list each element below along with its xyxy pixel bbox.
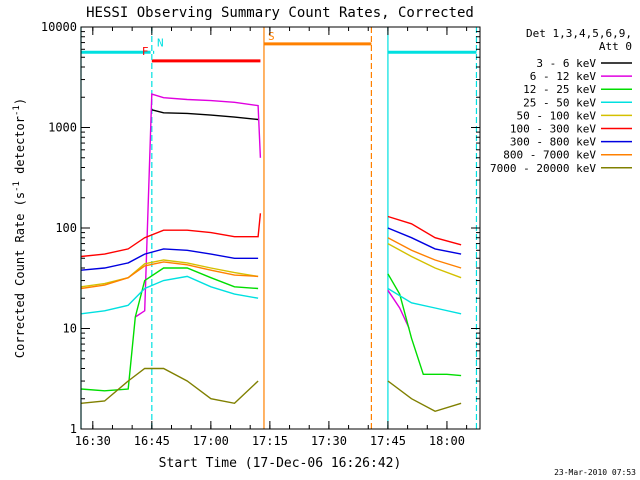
y-tick-label: 10000 bbox=[41, 20, 77, 34]
series-line-6-1 bbox=[387, 227, 462, 255]
legend-header-line1: Det 1,3,4,5,6,9, bbox=[526, 27, 632, 40]
series-line-1-0 bbox=[134, 93, 262, 318]
flag-label: F bbox=[142, 45, 149, 58]
x-tick-label: 17:00 bbox=[193, 434, 229, 448]
x-axis-label: Start Time (17-Dec-06 16:26:42) bbox=[159, 456, 402, 471]
flag-layer: NF S bbox=[81, 30, 477, 63]
axis-layer: 16:30 16:45 17:00 17:15 17:30 17:45 18:00 1 10 10… bbox=[41, 20, 480, 448]
legend-label: 300 - 800 keV bbox=[510, 136, 596, 149]
series-line-7-1 bbox=[387, 237, 462, 269]
y-axis-label-sup: -1 bbox=[12, 181, 22, 192]
plot-frame bbox=[80, 26, 481, 430]
series-line-4-0 bbox=[80, 259, 259, 288]
y-axis-label-close: ) bbox=[13, 98, 27, 105]
legend-label: 25 - 50 keV bbox=[523, 96, 596, 109]
x-tick-label: 17:30 bbox=[311, 434, 347, 448]
series-line-4-1 bbox=[387, 242, 462, 279]
series-line-2-1 bbox=[387, 273, 462, 377]
legend-label: 6 - 12 keV bbox=[530, 70, 597, 83]
legend-label: 12 - 25 keV bbox=[523, 83, 596, 96]
y-axis-label-tail: detector bbox=[13, 116, 27, 181]
y-tick-label: 1000 bbox=[48, 121, 77, 135]
legend-header-line2: Att 0 bbox=[599, 40, 632, 53]
x-tick-label: 17:15 bbox=[252, 434, 288, 448]
y-tick-label: 10 bbox=[63, 322, 77, 336]
series-line-3-1 bbox=[387, 287, 462, 315]
y-tick-label: 100 bbox=[55, 221, 77, 235]
series-line-7-0 bbox=[80, 261, 259, 290]
y-tick-label: 1 bbox=[70, 422, 77, 436]
footer-timestamp: 23-Mar-2010 07:53 bbox=[554, 468, 636, 477]
y-axis-label-sup-2: -1 bbox=[12, 105, 22, 116]
series-layer bbox=[80, 93, 462, 413]
legend-label: 7000 - 20000 keV bbox=[490, 162, 596, 175]
series-line-3-0 bbox=[80, 275, 259, 315]
chart-title: HESSI Observing Summary Count Rates, Cor… bbox=[86, 5, 474, 21]
legend-label: 100 - 300 keV bbox=[510, 123, 596, 136]
series-line-6-0 bbox=[80, 248, 259, 271]
series-line-5-1 bbox=[387, 215, 462, 246]
legend-label: 50 - 100 keV bbox=[517, 109, 597, 122]
x-tick-label: 18:00 bbox=[429, 434, 465, 448]
x-tick-label: 16:45 bbox=[134, 434, 170, 448]
series-line-8-0 bbox=[80, 367, 259, 405]
legend-label: 800 - 7000 keV bbox=[503, 149, 596, 162]
series-line-8-1 bbox=[387, 380, 462, 413]
flag-label: S bbox=[268, 30, 275, 43]
series-line-2-0 bbox=[80, 267, 259, 392]
y-axis-label: Corrected Count Rate (s-1 detector-1) bbox=[12, 98, 27, 358]
legend-label: 3 - 6 keV bbox=[536, 57, 596, 70]
marker-layer bbox=[80, 27, 478, 429]
x-tick-label: 17:45 bbox=[370, 434, 406, 448]
series-line-1-1 bbox=[387, 289, 410, 329]
series-line-5-0 bbox=[80, 213, 262, 258]
x-tick-label: 16:30 bbox=[75, 434, 111, 448]
series-line-0-0 bbox=[151, 109, 259, 121]
flag-label: N bbox=[157, 36, 164, 49]
y-axis-label-main: Corrected Count Rate (s bbox=[13, 192, 27, 358]
